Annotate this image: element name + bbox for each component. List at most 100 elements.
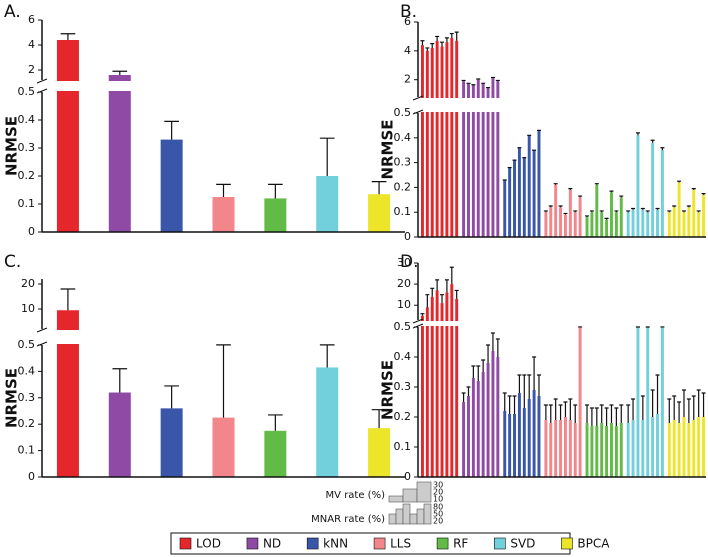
rate-key-tick: 30	[433, 481, 443, 490]
legend-swatch	[436, 537, 449, 550]
y-tick-label: 0.5	[18, 338, 36, 351]
error-bar	[517, 374, 522, 393]
y-tick-label: 0.5	[18, 85, 36, 98]
bar	[554, 420, 558, 477]
error-bar	[585, 215, 590, 218]
bar	[537, 396, 541, 477]
error-bar	[626, 404, 631, 423]
legend-swatch	[494, 537, 506, 550]
legend-swatch	[561, 537, 573, 550]
bar	[646, 212, 650, 237]
error-bar	[454, 31, 459, 41]
bar	[687, 207, 691, 237]
bar	[420, 315, 424, 477]
bar	[660, 150, 664, 237]
error-bar	[645, 210, 650, 213]
axis-break	[34, 81, 407, 91]
y-tick-label: 6	[28, 13, 35, 26]
bar	[559, 207, 563, 237]
error-bar	[626, 210, 631, 213]
error-bar	[532, 356, 537, 390]
y-tick-label: 0.4	[394, 350, 412, 363]
bar	[619, 423, 623, 477]
y-tick-label: 2	[28, 63, 35, 76]
bar	[651, 417, 655, 477]
error-bar	[425, 47, 430, 51]
bar	[445, 42, 449, 237]
bar	[578, 326, 582, 477]
bar	[610, 192, 613, 237]
error-bar	[476, 365, 481, 381]
y-tick-label: 0.1	[18, 444, 36, 457]
bar	[462, 81, 466, 237]
error-bar	[430, 287, 435, 297]
y-axis-label: NRMSE	[3, 368, 21, 428]
y-tick-label: 0.2	[394, 180, 412, 193]
bar	[486, 363, 490, 477]
bar	[677, 182, 681, 237]
bar	[656, 414, 659, 477]
error-bar	[112, 368, 128, 393]
bar	[651, 142, 655, 237]
bar	[486, 88, 490, 237]
legend-swatch	[373, 537, 386, 550]
y-tick-label: 0	[404, 470, 411, 483]
bar	[481, 84, 485, 238]
bar	[532, 390, 536, 477]
bar	[440, 46, 444, 238]
error-bar	[481, 359, 486, 372]
bar	[605, 426, 609, 477]
y-tick-label: 0.3	[394, 380, 412, 393]
bar	[677, 423, 681, 477]
bar	[631, 209, 635, 237]
bar	[697, 417, 701, 477]
error-bar	[568, 188, 573, 190]
error-bar	[164, 120, 179, 140]
bar	[559, 420, 563, 477]
bar	[563, 214, 567, 237]
y-tick-label: 0.5	[394, 320, 412, 333]
rate-key-tick: 10	[433, 495, 443, 504]
error-bar	[614, 407, 619, 426]
error-bar	[667, 210, 672, 213]
bar	[108, 75, 131, 232]
error-bar	[420, 40, 425, 46]
error-bar	[599, 210, 604, 213]
error-bar	[449, 266, 454, 285]
bar	[563, 417, 567, 477]
bar	[614, 426, 618, 477]
error-bar	[430, 43, 435, 48]
rate-key-tick: 50	[433, 510, 443, 519]
error-bar	[548, 205, 553, 208]
error-bar	[650, 389, 655, 417]
legend-label: kNN	[323, 537, 348, 551]
bar	[450, 37, 454, 237]
error-bar	[507, 395, 512, 414]
error-bar	[268, 183, 283, 199]
error-bar	[619, 404, 624, 423]
bar	[636, 327, 640, 477]
bar	[496, 81, 500, 237]
y-tick-label: 0.4	[18, 364, 36, 377]
bar	[687, 423, 691, 477]
panel-label: B.	[400, 2, 417, 22]
bar	[467, 84, 470, 238]
y-tick-label: 10	[397, 298, 411, 311]
axis-break	[34, 330, 407, 344]
error-bar	[461, 392, 466, 402]
panel-label: A.	[4, 2, 21, 22]
y-tick-label: 30	[397, 256, 411, 269]
bar	[420, 45, 424, 238]
error-bar	[522, 374, 527, 408]
error-bar	[490, 332, 495, 351]
bar	[573, 423, 577, 477]
bar	[697, 212, 701, 237]
bar	[682, 212, 686, 237]
error-bar	[481, 82, 486, 85]
bar	[503, 179, 507, 237]
error-bar	[444, 37, 449, 43]
bar	[445, 292, 449, 477]
bar	[619, 197, 623, 237]
legend-label: ND	[263, 537, 281, 551]
error-bar	[655, 207, 660, 210]
